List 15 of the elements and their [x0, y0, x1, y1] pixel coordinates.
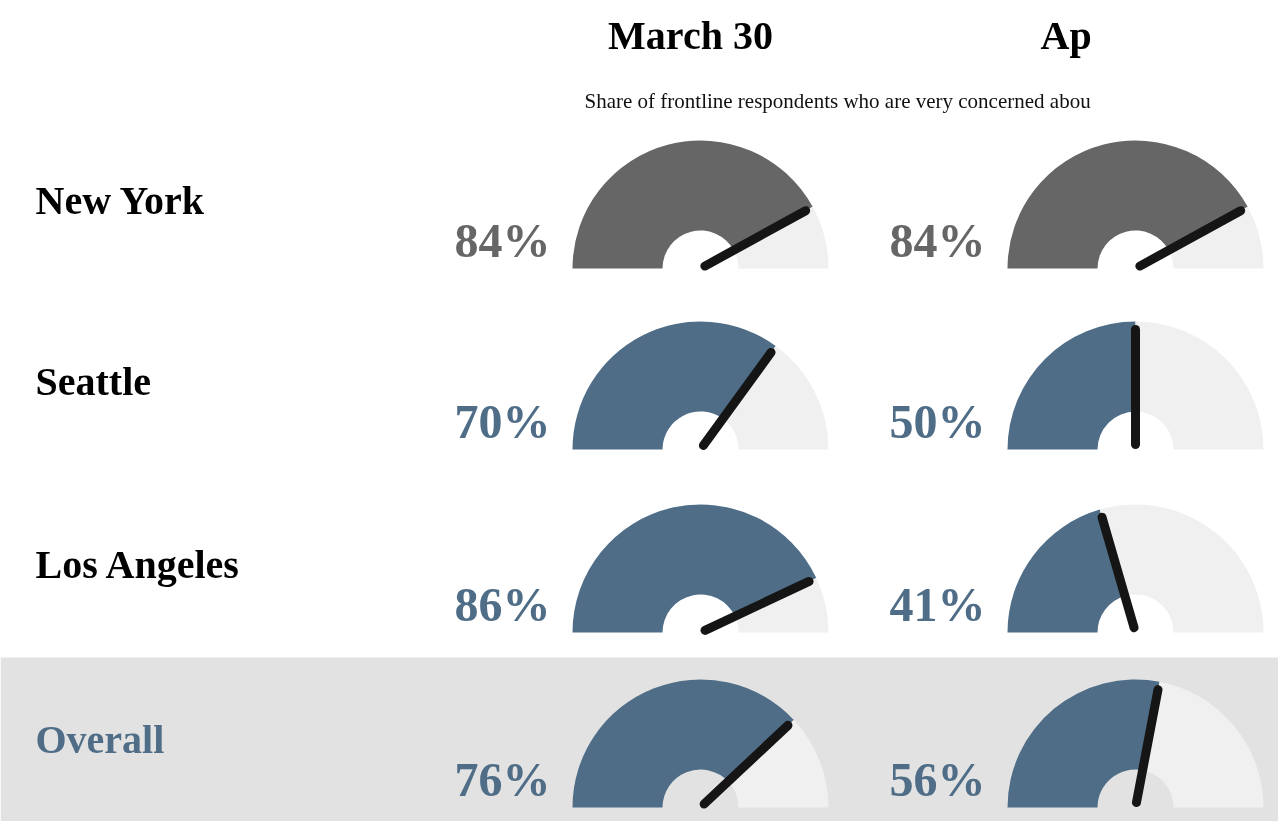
text: Los Angeles [35, 542, 239, 587]
text: Seattle [35, 359, 152, 404]
chart-title: Ap [1040, 13, 1092, 58]
data-label: 56% [889, 752, 986, 806]
data-label: 84% [454, 213, 551, 267]
data-label: 41% [889, 577, 986, 631]
data-label: 76% [454, 752, 551, 806]
chart-title: March 30 [608, 13, 773, 58]
data-label: 50% [889, 394, 986, 448]
text: Overall [35, 717, 165, 762]
data-label: 86% [454, 577, 551, 631]
text: New York [35, 178, 205, 223]
data-label: 84% [889, 213, 986, 267]
chart-subtitle: Share of frontline respondents who are very concerned abou [584, 88, 1092, 113]
data-label: 70% [454, 394, 551, 448]
